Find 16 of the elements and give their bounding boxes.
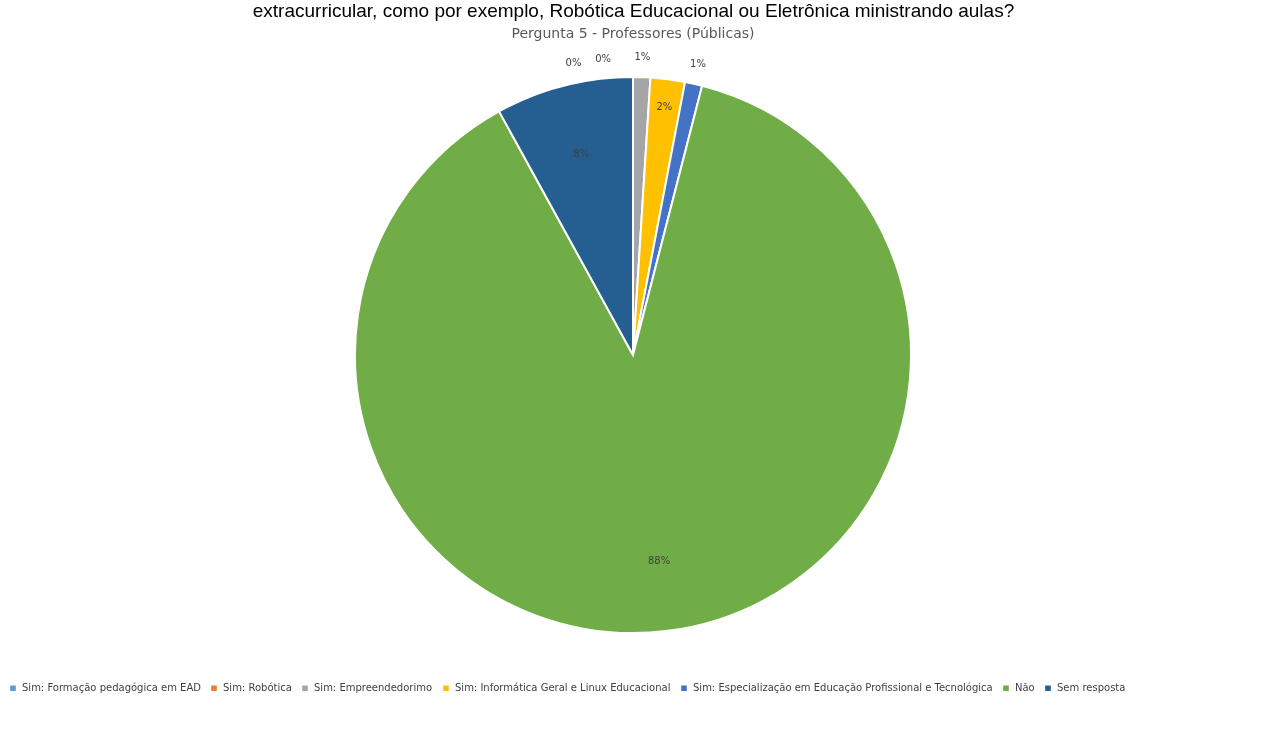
legend-label: Sim: Empreendedorimo [314, 682, 433, 694]
legend-label: Sem resposta [1057, 682, 1126, 694]
legend-label: Sim: Informática Geral e Linux Educacional [455, 682, 671, 694]
data-label: 8% [573, 147, 590, 159]
text: extracurricular, como por exemplo, Robótica Educacional ou Eletrônica ministrando aulas? [252, 0, 1015, 21]
legend-label: Não [1015, 682, 1035, 694]
data-label: 2% [656, 100, 673, 112]
data-label: 88% [647, 555, 671, 567]
legend-label: Sim: Robótica [223, 682, 292, 694]
legend-label: Sim: Especialização em Educação Profissional e Tecnológica [693, 682, 993, 694]
chart-title: Pergunta 5 - Professores (Públicas) [511, 25, 755, 41]
text: 0% [595, 52, 612, 64]
data-label: 1% [634, 51, 651, 63]
legend-label: Sim: Formação pedagógica em EAD [22, 682, 202, 694]
data-label: 1% [690, 58, 706, 70]
text: 0% [565, 57, 582, 68]
